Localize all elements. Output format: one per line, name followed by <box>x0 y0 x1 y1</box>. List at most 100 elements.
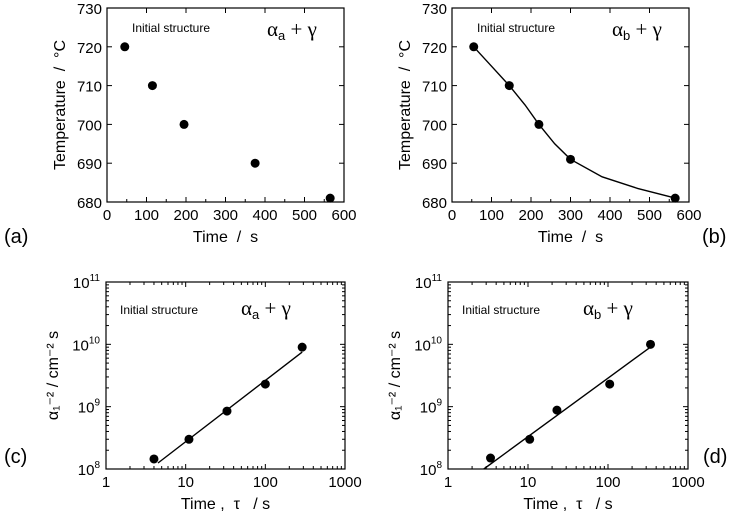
x-tick-label: 300 <box>558 207 583 224</box>
initial-structure-annotation: Initial structure <box>132 21 210 35</box>
formula-subscript: a <box>278 28 286 43</box>
formula-base: α <box>583 296 594 320</box>
y-axis-label: Temperature / °C <box>397 40 414 170</box>
x-axis-label: Time / s <box>193 229 258 246</box>
data-point <box>260 379 270 389</box>
initial-structure-annotation: Initial structure <box>462 303 540 317</box>
y-tick-base: 10 <box>415 275 432 292</box>
y-tick-label: 109 <box>78 398 101 417</box>
x-tick-label: 100 <box>479 207 504 224</box>
data-point <box>552 405 562 415</box>
y-tick-label: 680 <box>422 195 447 212</box>
data-point <box>534 119 544 129</box>
data-point <box>670 193 680 203</box>
y-tick-base: 10 <box>414 337 431 354</box>
x-tick-label: 300 <box>213 207 238 224</box>
plot-frame <box>105 281 346 470</box>
y-tick-label: 730 <box>422 1 447 18</box>
x-tick-label: 400 <box>252 207 277 224</box>
panel-label: (b) <box>702 226 726 248</box>
y-tick-label: 730 <box>77 1 102 18</box>
initial-structure-annotation: Initial structure <box>120 303 198 317</box>
data-point <box>222 406 232 416</box>
x-tick-label: 100 <box>134 207 159 224</box>
panel-label: (d) <box>703 446 727 468</box>
formula-rest: + γ <box>630 17 662 41</box>
x-tick-label: 1 <box>444 474 452 491</box>
x-tick-label: 10 <box>177 474 194 491</box>
y-tick-exponent: 10 <box>89 335 101 346</box>
phase-formula: αa + γ <box>241 296 291 322</box>
y-axis-label: α₁⁻² / cm⁻² s <box>45 331 62 420</box>
formula-base: α <box>612 17 623 41</box>
data-point <box>325 193 335 203</box>
y-axis-label: Temperature / °C <box>52 40 69 170</box>
y-tick-label: 1011 <box>415 273 443 292</box>
formula-rest: + γ <box>259 296 291 320</box>
x-tick-label: 200 <box>518 207 543 224</box>
x-axis-label: Time / s <box>538 229 603 246</box>
y-tick-exponent: 8 <box>94 460 100 471</box>
fit-line <box>483 347 650 470</box>
phase-formula: αb + γ <box>583 296 633 322</box>
data-point <box>504 81 514 91</box>
panel-a: 0 100 200 300 400 500 600 680 690 700 710 720 730 Tim… <box>4 1 357 248</box>
fit-line <box>473 46 676 199</box>
y-tick-label: 1010 <box>414 335 442 354</box>
y-tick-base: 10 <box>78 462 95 479</box>
data-point <box>250 158 260 168</box>
formula-base: α <box>267 17 278 41</box>
x-tick-label: 500 <box>637 207 662 224</box>
plot-frame <box>447 281 689 470</box>
y-tick-base: 10 <box>78 400 95 417</box>
y-tick-exponent: 10 <box>431 335 443 346</box>
x-tick-label: 600 <box>331 207 356 224</box>
formula-subscript: b <box>623 28 630 43</box>
x-tick-label: 100 <box>595 474 620 491</box>
x-axis-label: Time , τ / s <box>181 496 270 513</box>
data-point <box>147 81 157 91</box>
data-point <box>566 154 575 164</box>
data-point <box>184 434 194 444</box>
phase-formula: αa + γ <box>267 17 317 43</box>
y-tick-label: 700 <box>77 117 102 134</box>
y-tick-label: 710 <box>422 79 447 96</box>
y-tick-base: 10 <box>73 275 90 292</box>
fit-line <box>157 351 303 464</box>
phase-formula: αb + γ <box>612 17 662 43</box>
panel-b: 0 100 200 300 400 500 600 680 690 700 710 720 730 Tim… <box>397 1 726 248</box>
data-point <box>179 119 189 129</box>
y-tick-base: 10 <box>420 400 437 417</box>
formula-subscript: a <box>252 307 260 322</box>
y-tick-base: 10 <box>72 337 89 354</box>
formula-rest: + γ <box>601 296 633 320</box>
x-tick-label: 1000 <box>671 474 704 491</box>
data-point <box>469 42 479 52</box>
x-tick-label: 1000 <box>328 474 361 491</box>
y-tick-exponent: 8 <box>436 460 442 471</box>
y-tick-label: 1011 <box>73 273 101 292</box>
x-tick-label: 200 <box>173 207 198 224</box>
y-tick-label: 720 <box>77 40 102 57</box>
x-tick-label: 0 <box>448 207 456 224</box>
y-tick-label: 690 <box>422 156 447 173</box>
y-axis-label: α₁⁻² / cm⁻² s <box>387 331 404 420</box>
x-tick-label: 400 <box>597 207 622 224</box>
y-tick-exponent: 11 <box>90 273 101 284</box>
formula-base: α <box>241 296 252 320</box>
data-point <box>297 342 307 352</box>
x-tick-label: 0 <box>103 207 111 224</box>
y-tick-label: 108 <box>420 460 443 479</box>
x-tick-label: 600 <box>676 207 701 224</box>
y-tick-label: 108 <box>78 460 101 479</box>
data-point <box>486 453 496 463</box>
formula-subscript: b <box>594 307 601 322</box>
y-tick-exponent: 9 <box>94 398 100 409</box>
formula-rest: + γ <box>285 17 317 41</box>
y-tick-exponent: 11 <box>432 273 443 284</box>
y-tick-label: 720 <box>422 40 447 57</box>
data-point <box>120 42 130 52</box>
